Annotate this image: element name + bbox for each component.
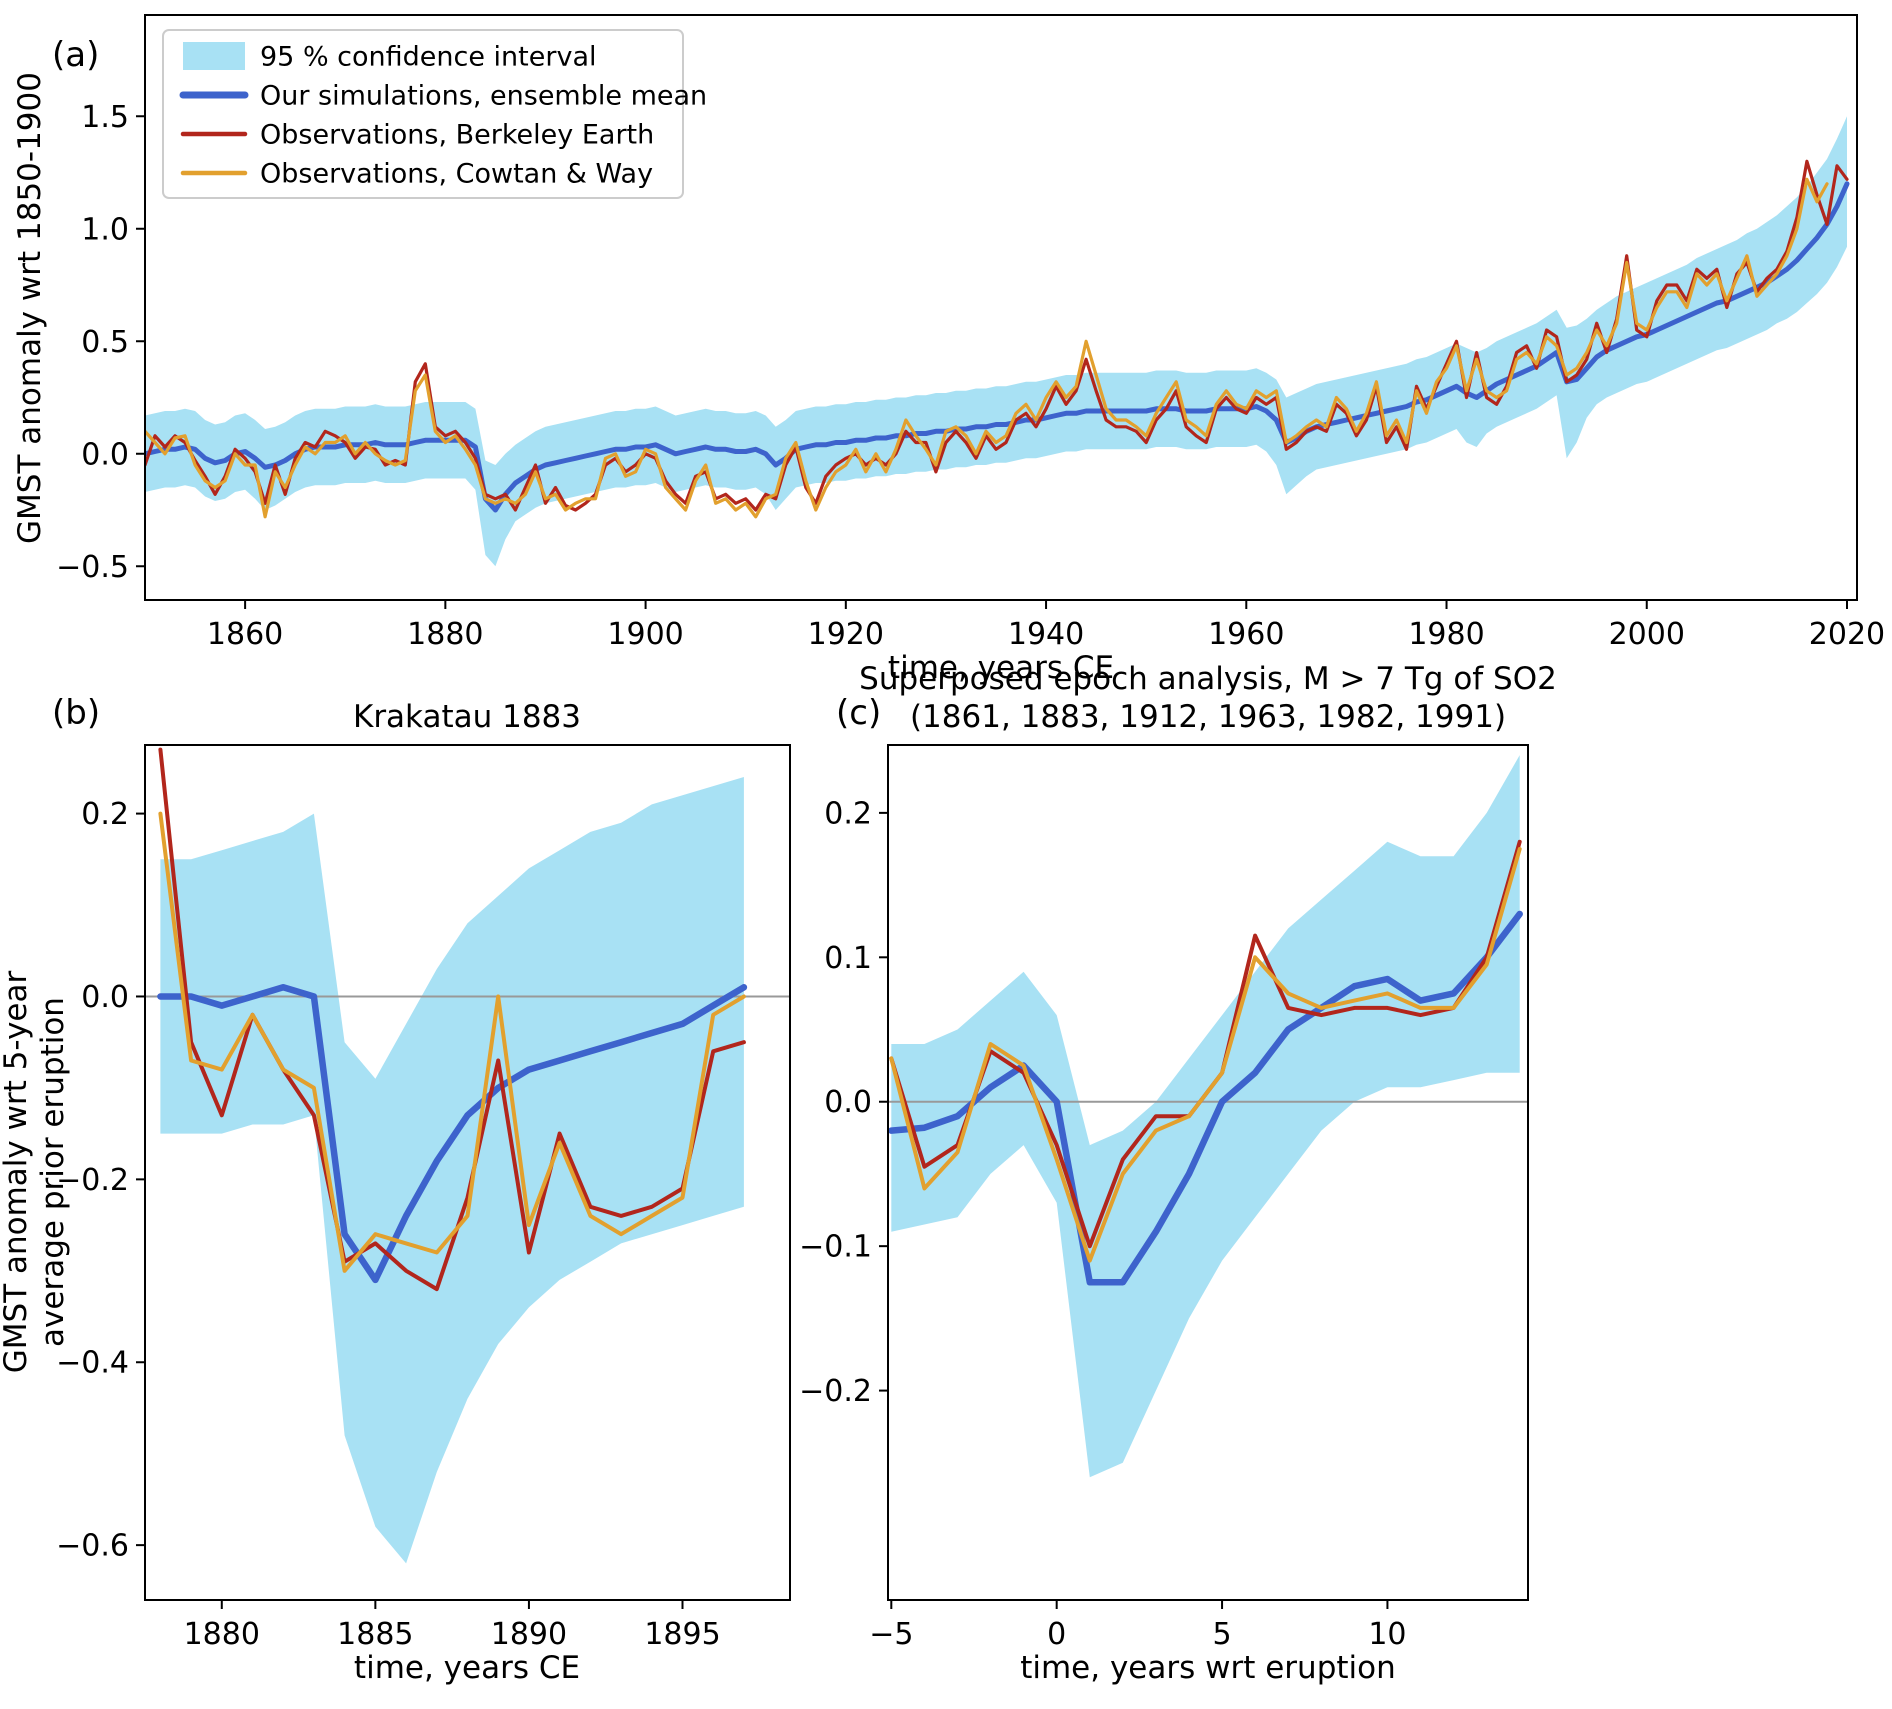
x-tick-label: 2000 bbox=[1609, 617, 1685, 652]
panel-b-ylabel-line2: average prior eruption bbox=[35, 997, 71, 1347]
panel-b-xlabel: time, years CE bbox=[354, 1650, 580, 1686]
axes-box bbox=[887, 744, 1529, 1601]
y-tick-label: −0.2 bbox=[56, 1163, 129, 1198]
ci-band bbox=[145, 116, 1847, 567]
y-tick-label: −0.2 bbox=[799, 1374, 872, 1409]
panel-a: 1860 1880 1900 1920 1940 1960 1980 2000 2020 −0.5… bbox=[12, 14, 1885, 686]
x-tick-label: 0 bbox=[1047, 1617, 1066, 1652]
y-tick-label: 1.0 bbox=[81, 212, 129, 247]
panel-a-plot: 1860 1880 1900 1920 1940 1960 1980 2000 2020 −0.5… bbox=[56, 14, 1885, 652]
panel-c-xlabel: time, years wrt eruption bbox=[1020, 1650, 1396, 1686]
y-tick-label: −0.5 bbox=[56, 550, 129, 585]
x-tick-label: 1895 bbox=[644, 1617, 720, 1652]
x-tick-label: 2020 bbox=[1809, 617, 1885, 652]
x-tick-label: 1900 bbox=[607, 617, 683, 652]
panel-b-letter: (b) bbox=[52, 693, 100, 733]
panel-c-letter: (c) bbox=[836, 693, 881, 733]
panel-c-plot: −5 0 5 10 0.2 0.1 0.0 −0.1 −0.2 bbox=[799, 744, 1529, 1652]
y-tick-label: 0.5 bbox=[81, 325, 129, 360]
panel-c-title-line1: Superposed epoch analysis, M > 7 Tg of S… bbox=[859, 661, 1557, 697]
x-tick-label: 1920 bbox=[808, 617, 884, 652]
series-cowtan bbox=[889, 847, 1522, 1263]
panel-c: −5 0 5 10 0.2 0.1 0.0 −0.1 −0.2 (c) Superposed e… bbox=[799, 661, 1557, 1686]
x-tick-label: 1980 bbox=[1408, 617, 1484, 652]
legend-entry-label: 95 % confidence interval bbox=[260, 41, 597, 72]
panel-b: 1880 1885 1890 1895 0.2 0.0 −0.2 −0.4 −0.6 (b) K… bbox=[0, 693, 791, 1686]
legend-box bbox=[162, 29, 684, 199]
x-tick-label: 1960 bbox=[1208, 617, 1284, 652]
ci-band bbox=[891, 755, 1520, 1478]
axes-box bbox=[144, 744, 791, 1601]
legend: 95 % confidence interval Our simulations,… bbox=[162, 29, 707, 199]
x-tick-label: 1880 bbox=[184, 1617, 260, 1652]
legend-entry-label: Our simulations, ensemble mean bbox=[260, 80, 707, 111]
ci-band bbox=[160, 777, 744, 1564]
legend-entry-label: Observations, Berkeley Earth bbox=[260, 119, 654, 150]
panel-c-title-line2: (1861, 1883, 1912, 1963, 1982, 1991) bbox=[910, 699, 1506, 735]
y-tick-label: 1.5 bbox=[81, 100, 129, 135]
panel-a-ylabel: GMST anomaly wrt 1850-1900 bbox=[12, 72, 48, 544]
y-tick-label: 0.2 bbox=[824, 796, 872, 831]
panel-b-title: Krakatau 1883 bbox=[353, 699, 581, 735]
panel-a-letter: (a) bbox=[52, 35, 99, 75]
x-tick-label: 10 bbox=[1368, 1617, 1406, 1652]
x-tick-label: −5 bbox=[869, 1617, 913, 1652]
x-tick-label: 1890 bbox=[491, 1617, 567, 1652]
y-tick-label: 0.0 bbox=[81, 980, 129, 1015]
x-tick-label: 1860 bbox=[207, 617, 283, 652]
panel-b-plot: 1880 1885 1890 1895 0.2 0.0 −0.2 −0.4 −0.6 bbox=[56, 744, 791, 1652]
x-tick-label: 1880 bbox=[407, 617, 483, 652]
y-tick-label: 0.2 bbox=[81, 797, 129, 832]
legend-entry-label: Observations, Cowtan & Way bbox=[260, 158, 653, 189]
y-tick-label: −0.1 bbox=[799, 1230, 872, 1265]
series-cowtan bbox=[158, 811, 746, 1273]
axes-box bbox=[144, 14, 1858, 601]
legend-swatch-band bbox=[183, 42, 245, 70]
series-mean bbox=[157, 984, 748, 1284]
x-tick-label: 1940 bbox=[1008, 617, 1084, 652]
x-tick-label: 1885 bbox=[337, 1617, 413, 1652]
x-tick-label: 5 bbox=[1213, 1617, 1232, 1652]
y-tick-label: −0.6 bbox=[56, 1529, 129, 1564]
panel-b-ylabel-line1: GMST anomaly wrt 5-year bbox=[0, 971, 34, 1374]
panel-a-xlabel: time, years CE bbox=[888, 650, 1114, 686]
y-tick-label: 0.0 bbox=[81, 437, 129, 472]
y-tick-label: 0.1 bbox=[824, 941, 872, 976]
series-cowtan bbox=[145, 177, 1829, 519]
y-tick-label: 0.0 bbox=[824, 1085, 872, 1120]
series-mean bbox=[888, 910, 1523, 1286]
y-tick-label: −0.4 bbox=[56, 1346, 129, 1381]
